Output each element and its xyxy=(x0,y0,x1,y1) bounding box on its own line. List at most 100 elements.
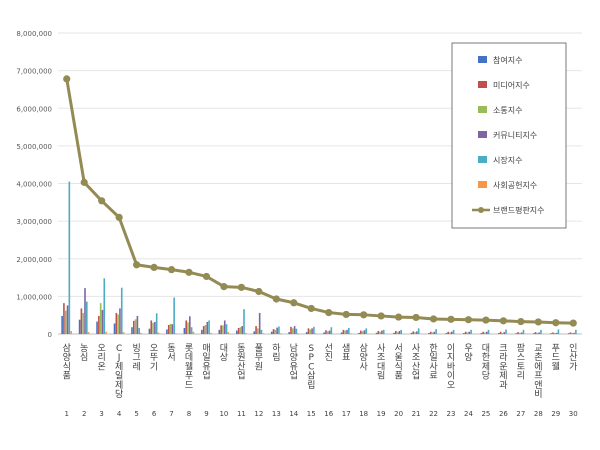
bar xyxy=(70,331,72,334)
bar xyxy=(166,329,168,334)
bar xyxy=(383,330,385,334)
line-point xyxy=(255,288,262,295)
bar xyxy=(79,320,81,334)
bar xyxy=(63,303,65,334)
x-index-label: 5 xyxy=(134,410,138,418)
bar xyxy=(187,322,189,334)
x-index-label: 16 xyxy=(324,410,333,418)
bar xyxy=(395,331,397,334)
bar xyxy=(481,333,483,334)
y-tick-label: 2,000,000 xyxy=(16,256,52,264)
x-index-label: 28 xyxy=(534,410,543,418)
bar xyxy=(297,333,299,334)
bar xyxy=(240,327,242,334)
bar xyxy=(381,331,383,334)
x-index-label: 3 xyxy=(99,410,103,418)
bar xyxy=(156,313,158,334)
bar xyxy=(378,331,380,334)
bar xyxy=(376,333,378,334)
bar xyxy=(399,331,401,334)
bar xyxy=(428,333,430,334)
bar xyxy=(502,333,504,334)
x-index-label: 13 xyxy=(272,410,281,418)
line-point xyxy=(81,179,88,186)
bar xyxy=(358,333,360,334)
legend-marker xyxy=(478,207,484,213)
bar xyxy=(465,332,467,334)
bar xyxy=(81,308,83,334)
line-point xyxy=(360,311,367,318)
bar xyxy=(253,331,255,334)
bar xyxy=(552,332,554,334)
legend-swatch xyxy=(478,181,487,188)
bar xyxy=(224,320,226,334)
line-point xyxy=(150,264,157,271)
bar xyxy=(203,326,205,334)
y-tick-label: 6,000,000 xyxy=(16,105,52,113)
line-point xyxy=(168,266,175,273)
legend-label: 참여지수 xyxy=(493,55,522,65)
bar xyxy=(238,328,240,334)
bar xyxy=(275,330,277,334)
x-index-label: 21 xyxy=(412,410,421,418)
bar xyxy=(226,324,228,334)
line-point xyxy=(116,214,123,221)
bar xyxy=(515,333,517,334)
bar xyxy=(486,332,488,334)
bar xyxy=(117,314,119,334)
bar xyxy=(135,319,137,334)
bar xyxy=(185,320,187,334)
y-tick-label: 7,000,000 xyxy=(16,68,52,76)
bar xyxy=(575,330,577,334)
bar xyxy=(262,333,264,334)
bar xyxy=(313,327,315,334)
x-index-label: 8 xyxy=(187,410,191,418)
line-point xyxy=(343,311,350,318)
x-index-label: 20 xyxy=(394,410,403,418)
bar xyxy=(365,328,367,334)
x-index-label: 29 xyxy=(551,410,560,418)
legend-swatch xyxy=(478,106,487,113)
line-point xyxy=(220,283,227,290)
y-tick-label: 8,000,000 xyxy=(16,30,52,38)
bar xyxy=(500,332,502,334)
bar xyxy=(82,313,84,334)
line-point xyxy=(378,312,385,319)
x-index-label: 25 xyxy=(481,410,490,418)
x-index-label: 27 xyxy=(516,410,525,418)
bar xyxy=(67,305,69,334)
x-index-label: 12 xyxy=(254,410,263,418)
bar xyxy=(206,322,208,334)
bar xyxy=(412,331,414,334)
bar xyxy=(86,302,88,334)
bar xyxy=(435,329,437,334)
bar xyxy=(397,332,399,334)
bar xyxy=(447,332,449,334)
x-index-label: 2 xyxy=(82,410,86,418)
line-point xyxy=(98,197,105,204)
y-tick-label: 3,000,000 xyxy=(16,218,52,226)
bar xyxy=(393,333,395,334)
bar xyxy=(418,328,420,334)
bar xyxy=(245,333,247,334)
line-point xyxy=(447,316,454,323)
x-index-label: 14 xyxy=(289,410,298,418)
bar xyxy=(379,332,381,334)
